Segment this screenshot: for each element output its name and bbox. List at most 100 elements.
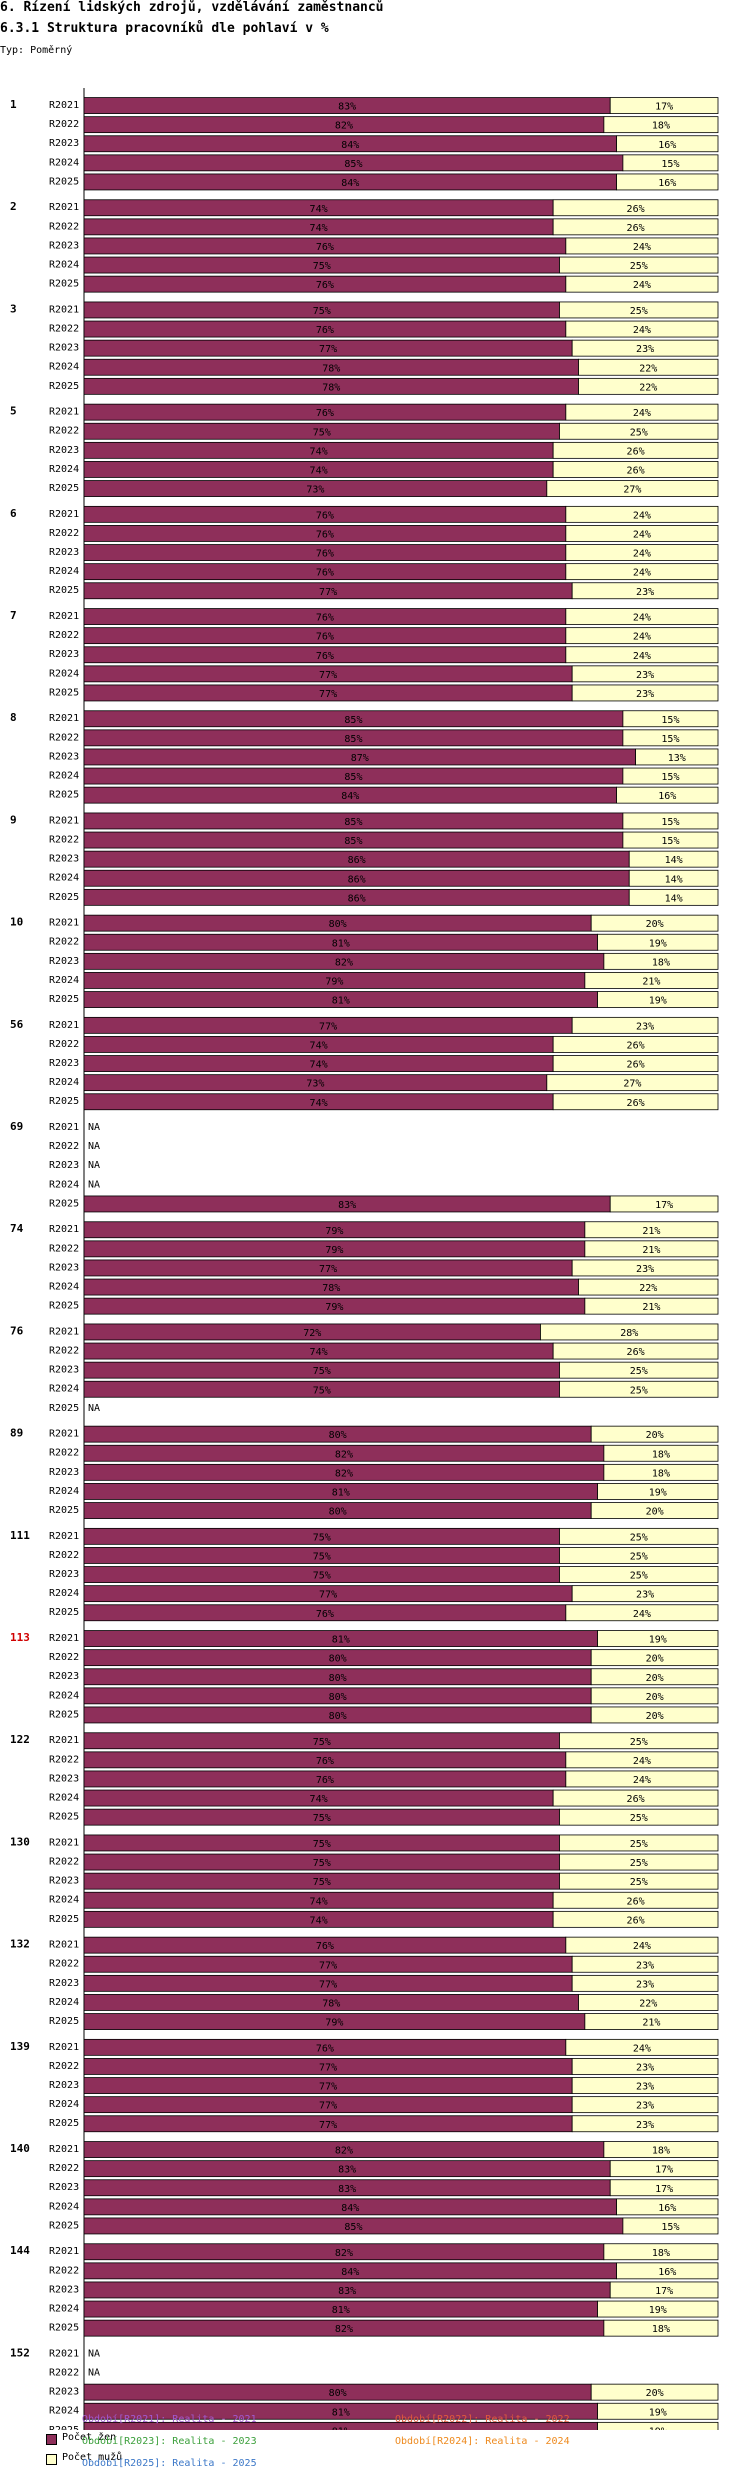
data-label-muzi: 25% <box>630 1737 648 1748</box>
period-label: R2021 <box>49 202 79 213</box>
data-label-muzi: 15% <box>661 836 679 847</box>
data-label-muzi: 24% <box>633 549 651 560</box>
bar-muzi <box>597 2402 719 2420</box>
bar-muzi <box>590 1687 719 1705</box>
data-label-muzi: 22% <box>639 1998 657 2009</box>
bar-muzi <box>609 2179 719 2197</box>
data-label-zeny: 76% <box>316 613 334 624</box>
data-label-zeny: 80% <box>329 2388 347 2399</box>
data-label-muzi: 24% <box>633 632 651 643</box>
data-label-zeny: 76% <box>316 568 334 579</box>
period-label: R2023 <box>49 1058 79 1069</box>
group-label-132: 132 <box>10 1938 30 1951</box>
period-label: R2023 <box>49 1978 79 1989</box>
period-label: R2025 <box>49 2425 79 2430</box>
period-label: R2022 <box>49 1141 79 1152</box>
period-label: R2024 <box>49 873 79 884</box>
data-label-zeny: 81% <box>332 1635 350 1646</box>
period-label: R2025 <box>49 279 79 290</box>
data-label-muzi: 14% <box>665 893 683 904</box>
data-label-zeny: 74% <box>310 1098 328 1109</box>
data-label-muzi: 24% <box>633 1609 651 1620</box>
bar-muzi <box>559 301 719 319</box>
period-label: R2021 <box>49 2042 79 2053</box>
bar-muzi <box>597 933 719 951</box>
data-label-muzi: 26% <box>627 223 645 234</box>
data-label-zeny: 79% <box>325 1226 343 1237</box>
group-label-69: 69 <box>10 1120 23 1133</box>
data-label-zeny: 77% <box>319 1590 337 1601</box>
group-label-74: 74 <box>10 1222 24 1235</box>
data-label-zeny: 80% <box>329 919 347 930</box>
data-label-muzi: 15% <box>661 159 679 170</box>
data-label-zeny: 82% <box>335 2324 353 2335</box>
bar-muzi <box>565 275 719 293</box>
data-label-muzi: 19% <box>649 1487 667 1498</box>
period-label: R2021 <box>49 918 79 929</box>
period-label: R2024 <box>49 1690 79 1701</box>
bar-muzi <box>565 403 719 421</box>
period-label: R2025 <box>49 892 79 903</box>
data-label-zeny: 76% <box>316 280 334 291</box>
data-label-zeny: 76% <box>316 549 334 560</box>
data-label-zeny: 74% <box>310 1060 328 1071</box>
period-label: R2025 <box>49 1709 79 1720</box>
period-label: R2021 <box>49 1122 79 1133</box>
data-label-muzi: 13% <box>668 753 686 764</box>
period-label: R2021 <box>49 407 79 418</box>
data-label-muzi: 18% <box>652 2324 670 2335</box>
data-label-muzi: 15% <box>661 817 679 828</box>
bar-muzi <box>565 1936 719 1954</box>
period-label: R2023 <box>49 547 79 558</box>
bar-muzi <box>552 1910 719 1928</box>
bar-muzi <box>559 1361 719 1379</box>
legend-swatch-muzi <box>46 2454 57 2465</box>
period-label: R2021 <box>49 611 79 622</box>
data-label-muzi: 20% <box>646 2388 664 2399</box>
period-label: R2021 <box>49 1326 79 1337</box>
bar-muzi <box>552 461 719 478</box>
data-label-muzi: 19% <box>649 1635 667 1646</box>
bar-muzi <box>622 767 719 785</box>
data-label-zeny: 83% <box>338 102 356 113</box>
data-label-zeny: 76% <box>316 651 334 662</box>
na-label: NA <box>88 1160 100 1171</box>
data-label-zeny: 76% <box>316 2043 334 2054</box>
bar-muzi <box>571 1585 719 1603</box>
data-label-muzi: 22% <box>639 363 657 374</box>
period-label: R2021 <box>49 815 79 826</box>
period-label: R2023 <box>49 1773 79 1784</box>
data-label-muzi: 18% <box>652 2248 670 2259</box>
bar-muzi <box>552 441 719 459</box>
data-label-muzi: 26% <box>627 1040 645 1051</box>
period-label: R2024 <box>49 1384 79 1395</box>
data-label-zeny: 82% <box>335 2248 353 2259</box>
data-label-muzi: 17% <box>655 1200 673 1211</box>
chart-title: 6.3.1 Struktura pracovníků dle pohlaví v… <box>0 21 329 36</box>
bar-muzi <box>571 339 719 357</box>
bar-muzi <box>590 1668 719 1686</box>
page-title: 6. Řízení lidských zdrojů, vzdělávání za… <box>0 0 384 15</box>
data-label-zeny: 74% <box>310 446 328 457</box>
data-label-zeny: 79% <box>325 1245 343 1256</box>
bar-muzi <box>597 1630 719 1647</box>
data-label-muzi: 23% <box>636 1264 654 1275</box>
data-label-muzi: 27% <box>623 485 641 496</box>
period-label: R2022 <box>49 2265 79 2276</box>
bar-muzi <box>622 729 719 747</box>
period-label: R2022 <box>49 1754 79 1765</box>
period-legend-item: Období[R2025]: Realita - 2025 <box>82 2458 257 2469</box>
bar-muzi <box>565 320 719 338</box>
bar-muzi <box>571 1016 719 1034</box>
data-label-muzi: 26% <box>627 1794 645 1805</box>
data-label-muzi: 24% <box>633 1941 651 1952</box>
period-label: R2021 <box>49 100 79 111</box>
period-legend-item: Období[R2023]: Realita - 2023 <box>82 2436 257 2447</box>
data-label-muzi: 16% <box>658 2267 676 2278</box>
period-label: R2024 <box>49 975 79 986</box>
data-label-zeny: 76% <box>316 325 334 336</box>
bar-muzi <box>571 665 719 683</box>
period-label: R2024 <box>49 1486 79 1497</box>
data-label-muzi: 25% <box>630 427 648 438</box>
